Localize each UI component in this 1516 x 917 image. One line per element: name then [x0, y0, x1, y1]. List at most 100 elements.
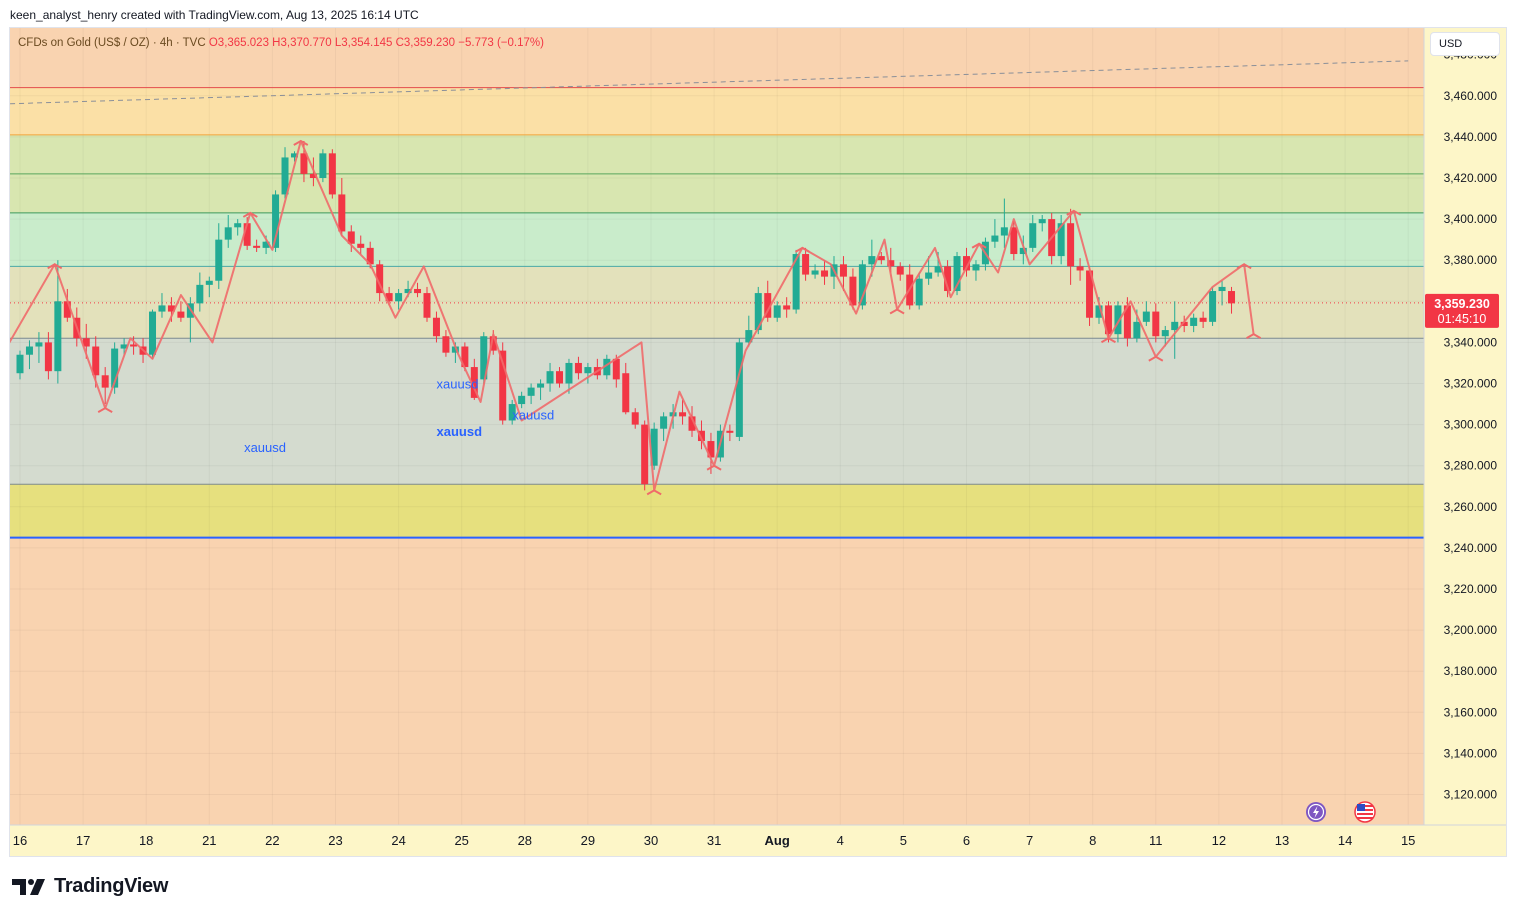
xauusd-label: xauusd	[244, 440, 286, 455]
candle-body	[44, 342, 52, 372]
zigzag-line	[10, 140, 1255, 492]
candle-body	[726, 430, 734, 433]
candle-body	[111, 348, 119, 388]
x-tick-label: 24	[391, 833, 405, 848]
y-tick-label: 3,280.000	[1444, 459, 1498, 473]
candle-body	[158, 305, 166, 312]
candle-body	[773, 305, 781, 318]
candle-body	[234, 223, 242, 228]
y-tick-label: 3,340.000	[1444, 335, 1498, 349]
candle-body	[764, 293, 772, 318]
candle-body	[196, 284, 204, 304]
legend-value: O3,365.023	[209, 37, 272, 49]
y-tick-label: 3,220.000	[1444, 582, 1498, 596]
zone-band	[10, 266, 1424, 339]
candle-body	[461, 346, 469, 368]
candle-body	[679, 412, 687, 417]
candle-body	[1133, 321, 1141, 339]
y-tick-label: 3,440.000	[1444, 130, 1498, 144]
candle-body	[1114, 305, 1122, 335]
candle-body	[745, 330, 753, 343]
candle-body	[792, 254, 800, 310]
candle-body	[309, 173, 317, 178]
candle-body	[612, 358, 620, 380]
tradingview-logo-icon	[12, 878, 45, 895]
candle-body	[451, 346, 459, 353]
y-tick-label: 3,260.000	[1444, 500, 1498, 514]
candle-body	[754, 293, 762, 331]
legend-value: L3,354.145	[335, 37, 396, 49]
x-tick-label: 6	[963, 833, 970, 848]
candle-body	[1190, 317, 1198, 326]
candle-body	[584, 367, 592, 374]
candle-body	[1161, 330, 1169, 337]
candle-body	[641, 424, 649, 485]
candle-body	[366, 247, 374, 265]
zone-band	[10, 87, 1424, 135]
y-tick-label: 3,320.000	[1444, 377, 1498, 391]
zigzag-arrowhead	[47, 263, 63, 270]
candle-body	[518, 395, 526, 405]
candle-body	[357, 243, 365, 248]
x-tick-label: 31	[707, 833, 721, 848]
xauusd-label: xauusd	[437, 424, 483, 439]
candle-body	[546, 371, 554, 384]
candle-body	[1067, 223, 1075, 267]
tradingview-logo[interactable]: TradingView	[12, 875, 168, 898]
candle-body	[1104, 305, 1112, 335]
x-tick-label: 4	[837, 833, 844, 848]
candle-body	[101, 375, 109, 388]
candle-body	[130, 344, 138, 347]
candle-body	[177, 311, 185, 318]
price-axis	[1424, 28, 1506, 825]
legend-value: H3,370.770	[272, 37, 335, 49]
candle-body	[432, 317, 440, 337]
lightning-icon[interactable]	[1306, 802, 1326, 822]
y-tick-label: 3,240.000	[1444, 541, 1498, 555]
zone-band	[10, 484, 1424, 538]
zigzag-arrowhead	[1100, 337, 1116, 344]
last-price-value: 3,359.230	[1434, 297, 1490, 311]
candle-body	[82, 338, 90, 347]
zigzag-arrowhead	[293, 139, 309, 146]
candle-body	[527, 387, 535, 396]
candle-body	[1010, 227, 1018, 255]
candle-body	[1199, 317, 1207, 322]
candle-body	[650, 428, 658, 466]
candle-body	[290, 153, 298, 158]
candle-body	[944, 266, 952, 292]
x-tick-label: 17	[76, 833, 90, 848]
candle-body	[272, 194, 280, 248]
zigzag-arrowhead	[971, 242, 987, 249]
candle-body	[423, 293, 431, 318]
candle-body	[783, 305, 791, 310]
x-tick-label: 29	[581, 833, 595, 848]
candle-body	[54, 301, 62, 372]
candle-body	[300, 153, 308, 174]
x-tick-label: Aug	[765, 833, 790, 848]
y-tick-label: 3,160.000	[1444, 705, 1498, 719]
legend-value: −5.773 (−0.17%)	[458, 37, 544, 49]
us-flag-icon[interactable]	[1354, 801, 1376, 823]
candle-body	[802, 254, 810, 275]
candle-body	[887, 260, 895, 267]
currency-selector[interactable]: USD	[1430, 32, 1500, 56]
candle-body	[243, 223, 251, 246]
candle-body	[16, 354, 24, 374]
candle-body	[120, 344, 128, 349]
last-price-badge	[1425, 293, 1499, 328]
candle-body	[253, 245, 261, 248]
candle-body	[1228, 291, 1236, 304]
candle-body	[934, 266, 942, 273]
candle-body	[35, 342, 43, 347]
candle-body	[376, 264, 384, 294]
y-tick-label: 3,180.000	[1444, 664, 1498, 678]
xauusd-label: xauusd	[437, 377, 479, 392]
candle-body	[565, 362, 573, 384]
candle-body	[224, 227, 232, 240]
candle-body	[660, 416, 668, 429]
candle-body	[1029, 223, 1037, 248]
candle-body	[508, 404, 516, 421]
candle-body	[1171, 321, 1179, 331]
